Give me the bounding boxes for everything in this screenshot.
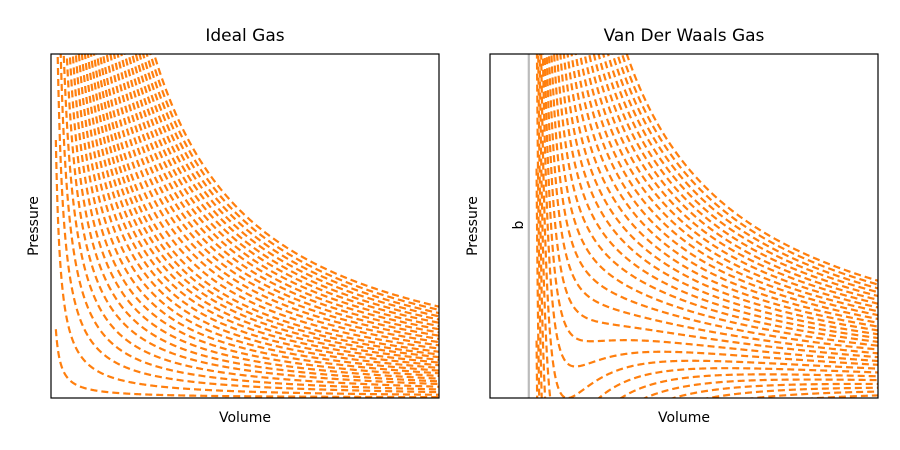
isotherm-line [134, 54, 439, 324]
isotherm-line [606, 54, 878, 298]
isotherm-line [745, 390, 878, 398]
isotherm-line [77, 54, 439, 375]
isotherm-line [92, 54, 439, 361]
isotherm-line [59, 54, 439, 391]
isotherm-line [625, 54, 878, 282]
isotherm-line [588, 54, 878, 313]
vdw-gas-curves [535, 54, 878, 398]
isotherm-line [123, 54, 439, 334]
isotherm-line [120, 54, 439, 337]
vdw-b-annotation: b [511, 220, 527, 229]
isotherm-line [535, 340, 878, 398]
isotherm-line [86, 54, 439, 367]
isotherm-line [138, 54, 439, 321]
isotherm-line [541, 54, 878, 368]
isotherm-line [112, 54, 439, 344]
isotherm-line [574, 54, 878, 324]
isotherm-line [152, 54, 439, 308]
isotherm-line [611, 54, 878, 294]
isotherm-line [555, 54, 878, 343]
isotherm-line [109, 54, 439, 347]
vdw-gas-axes-frame [489, 53, 879, 399]
isotherm-line [80, 54, 439, 372]
isotherm-line [56, 54, 439, 394]
isotherm-line [131, 54, 439, 328]
isotherm-line [105, 54, 439, 350]
isotherm-line [535, 168, 878, 398]
vdw-gas-title: Van Der Waals Gas [604, 26, 765, 46]
isotherm-line [570, 54, 878, 328]
vdw-gas-y-axis-label: Pressure [465, 196, 481, 256]
isotherm-line [562, 54, 878, 336]
isotherm-line [620, 54, 878, 286]
isotherm-line [149, 54, 439, 311]
isotherm-line [95, 54, 439, 359]
isotherm-line [543, 54, 878, 363]
isotherm-line [597, 54, 878, 305]
isotherm-line [553, 54, 878, 347]
isotherm-line [65, 54, 439, 386]
isotherm-line [116, 54, 439, 340]
isotherm-line [540, 54, 878, 398]
isotherm-line [550, 54, 878, 351]
isotherm-line [566, 54, 878, 332]
isotherm-line [74, 54, 439, 378]
ideal-gas-panel: Ideal Gas Volume Pressure [26, 26, 440, 426]
isotherm-line [538, 54, 878, 398]
isotherm-line [68, 54, 439, 383]
ideal-gas-x-axis-label: Volume [219, 410, 271, 426]
isotherm-line [145, 54, 439, 315]
isotherm-line [592, 54, 878, 309]
isotherm-line [54, 329, 439, 398]
ideal-gas-y-axis-label: Pressure [26, 196, 42, 256]
isotherm-line [71, 54, 439, 380]
isotherm-line [616, 54, 878, 290]
ideal-gas-axes-frame [50, 53, 440, 399]
isotherm-line [535, 54, 878, 398]
isotherm-line [83, 54, 439, 369]
isotherm-line [127, 54, 439, 331]
vdw-gas-panel: Van Der Waals Gas Volume Pressure b [465, 26, 879, 426]
ideal-gas-curves [54, 54, 439, 398]
isotherm-line [579, 54, 878, 321]
isotherm-line [602, 54, 878, 301]
isotherm-line [54, 140, 439, 396]
isotherm-line [98, 54, 439, 356]
ideal-gas-title: Ideal Gas [205, 26, 284, 46]
isotherm-line [89, 54, 439, 364]
isotherm-line [142, 54, 439, 318]
vdw-gas-x-axis-label: Volume [658, 410, 710, 426]
isotherm-line [62, 54, 439, 388]
